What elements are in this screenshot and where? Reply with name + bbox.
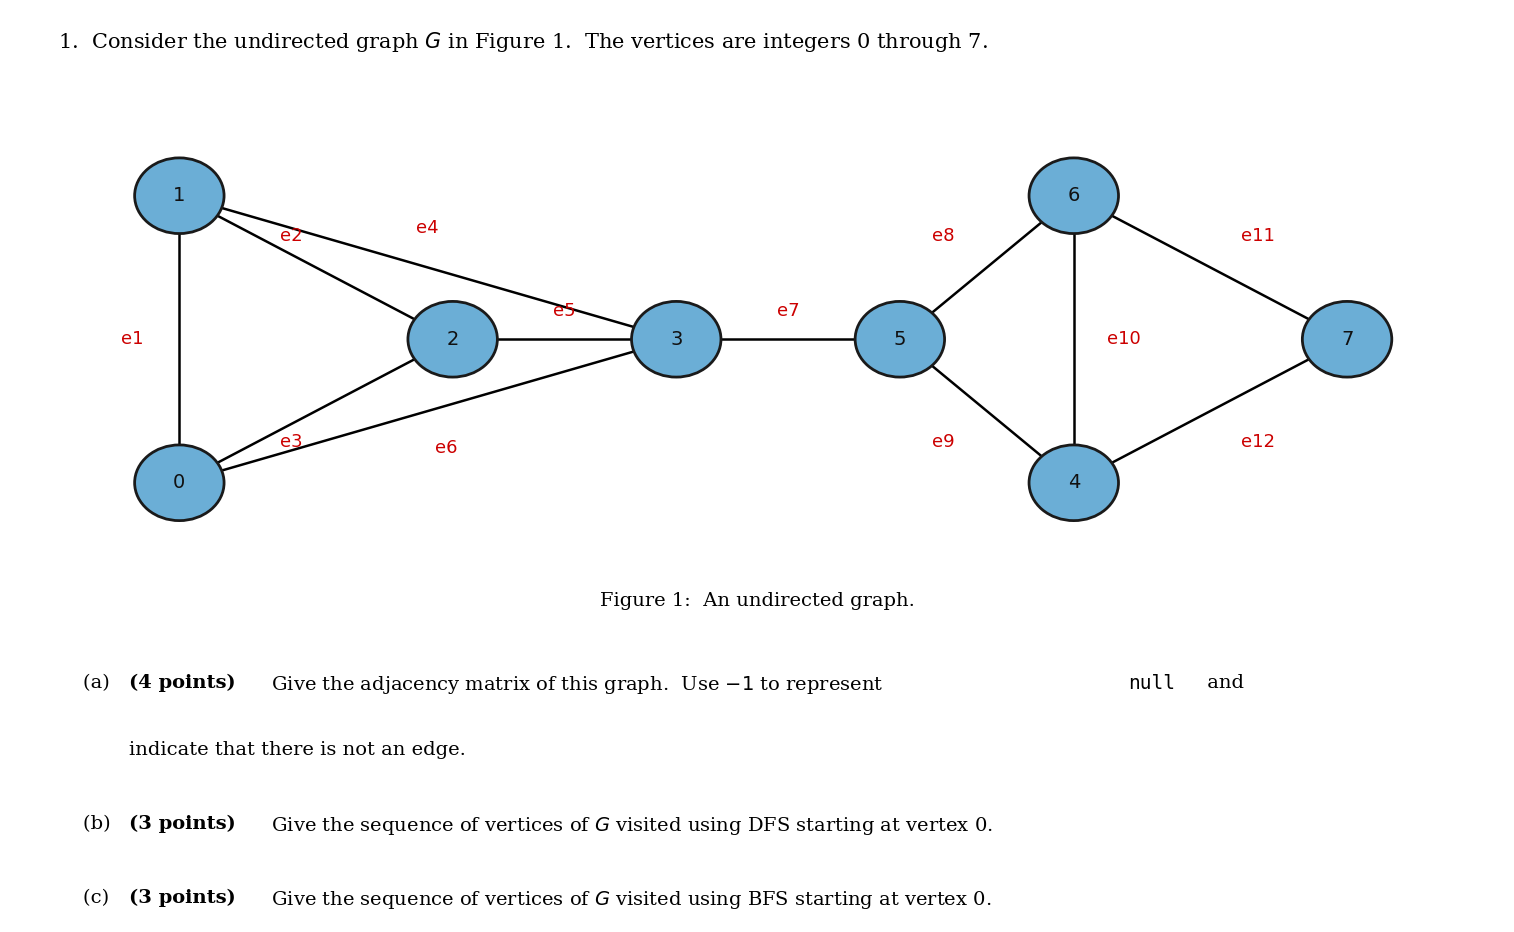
Text: null: null	[1128, 674, 1175, 692]
Text: e11: e11	[1240, 227, 1275, 245]
Text: 1.  Consider the undirected graph $G$ in Figure 1.  The vertices are integers 0 : 1. Consider the undirected graph $G$ in …	[58, 30, 987, 54]
Text: e10: e10	[1107, 330, 1140, 349]
Text: e6: e6	[435, 439, 457, 457]
Text: e8: e8	[933, 227, 955, 245]
Ellipse shape	[135, 158, 224, 234]
Text: (3 points): (3 points)	[129, 889, 236, 907]
Text: e5: e5	[553, 302, 575, 320]
Text: (a): (a)	[83, 674, 123, 692]
Text: indicate that there is not an edge.: indicate that there is not an edge.	[129, 741, 466, 760]
Text: 2: 2	[447, 330, 459, 349]
Text: e4: e4	[416, 219, 439, 238]
Text: 1: 1	[173, 186, 186, 205]
Text: 3: 3	[671, 330, 683, 349]
Ellipse shape	[1030, 158, 1119, 234]
Ellipse shape	[1030, 445, 1119, 521]
Text: e2: e2	[280, 227, 303, 245]
Text: 5: 5	[893, 330, 905, 349]
Ellipse shape	[135, 445, 224, 521]
Text: e3: e3	[280, 433, 303, 451]
Text: and: and	[1201, 674, 1243, 692]
Ellipse shape	[1302, 301, 1391, 377]
Text: 7: 7	[1341, 330, 1354, 349]
Text: Give the adjacency matrix of this graph.  Use $-1$ to represent: Give the adjacency matrix of this graph.…	[265, 674, 884, 695]
Text: (b): (b)	[83, 816, 124, 833]
Text: Figure 1:  An undirected graph.: Figure 1: An undirected graph.	[600, 592, 914, 610]
Text: (4 points): (4 points)	[129, 674, 235, 692]
Text: Give the sequence of vertices of $G$ visited using BFS starting at vertex 0.: Give the sequence of vertices of $G$ vis…	[265, 889, 992, 911]
Text: 4: 4	[1067, 473, 1079, 492]
Text: Give the sequence of vertices of $G$ visited using DFS starting at vertex 0.: Give the sequence of vertices of $G$ vis…	[265, 816, 993, 837]
Ellipse shape	[631, 301, 721, 377]
Text: 0: 0	[173, 473, 186, 492]
Ellipse shape	[407, 301, 498, 377]
Text: e12: e12	[1240, 433, 1275, 451]
Text: e1: e1	[121, 330, 144, 349]
Text: e9: e9	[933, 433, 955, 451]
Text: 6: 6	[1067, 186, 1079, 205]
Ellipse shape	[855, 301, 945, 377]
Text: (c): (c)	[83, 889, 123, 907]
Text: (3 points): (3 points)	[129, 816, 236, 833]
Text: e7: e7	[777, 302, 799, 320]
